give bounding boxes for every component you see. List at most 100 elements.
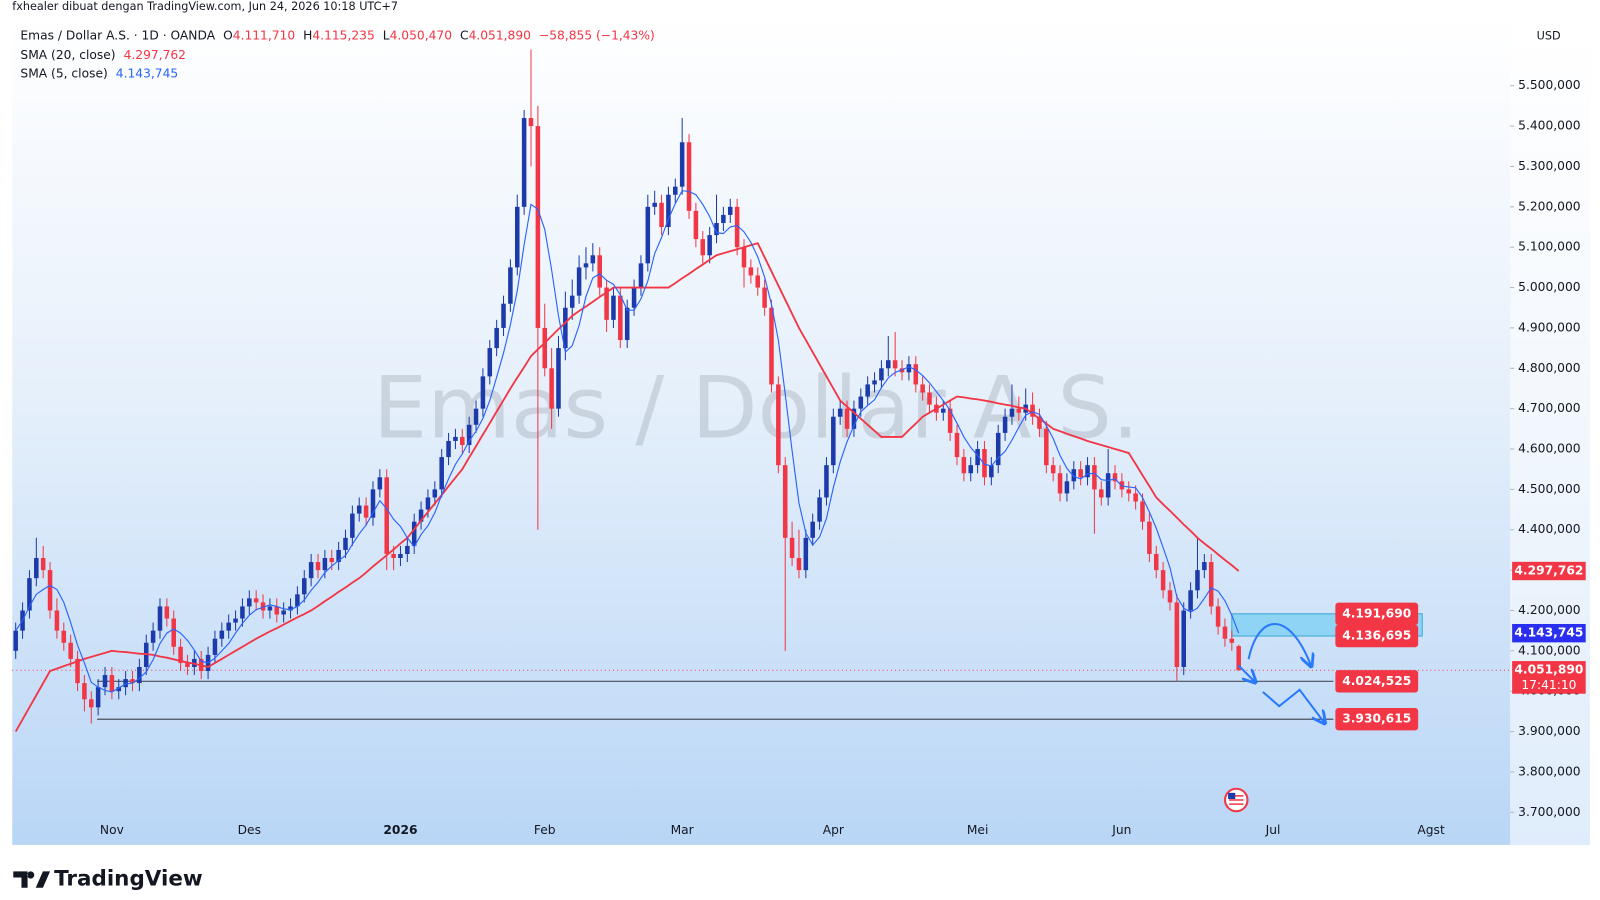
legend-name: SMA (5, close) bbox=[20, 66, 107, 80]
legend-name: SMA (20, close) bbox=[20, 48, 115, 62]
candle-body bbox=[631, 287, 637, 308]
logo-text: TradingView bbox=[54, 867, 203, 892]
candle-body bbox=[892, 360, 898, 369]
x-tick-label: Mar bbox=[671, 823, 695, 837]
candle-body bbox=[954, 432, 960, 458]
y-tick-label: 5.500,000 bbox=[1518, 78, 1580, 92]
candle-body bbox=[913, 364, 919, 385]
candle-body bbox=[734, 206, 740, 248]
y-tick-label: 4.800,000 bbox=[1518, 361, 1580, 375]
candle-body bbox=[872, 380, 877, 385]
candle-body bbox=[281, 610, 286, 615]
candle-body bbox=[247, 598, 252, 607]
candle-body bbox=[240, 606, 245, 619]
candle-body bbox=[1160, 570, 1166, 591]
candle-body bbox=[40, 558, 46, 571]
candle-body bbox=[102, 675, 108, 688]
candle-body bbox=[322, 558, 328, 571]
candle-body bbox=[563, 307, 568, 349]
x-tick-label: Apr bbox=[823, 823, 845, 837]
y-tick-label: 5.300,000 bbox=[1518, 159, 1580, 173]
candle-body bbox=[411, 521, 417, 546]
candle-body bbox=[920, 384, 925, 393]
candle-body bbox=[123, 679, 128, 688]
candle-body bbox=[645, 206, 651, 264]
candle-body bbox=[350, 513, 355, 538]
candle-body bbox=[1030, 404, 1035, 417]
candle-body bbox=[686, 142, 692, 211]
candle-body bbox=[982, 449, 987, 478]
candle-body bbox=[267, 606, 273, 611]
candle-body bbox=[824, 465, 829, 498]
candle-body bbox=[748, 267, 754, 276]
candle-body bbox=[569, 295, 575, 308]
candle-body bbox=[741, 247, 747, 268]
candle-body bbox=[185, 662, 190, 667]
candle-body bbox=[226, 622, 231, 631]
candle-body bbox=[1153, 553, 1159, 571]
candle-body bbox=[1085, 465, 1090, 478]
candle-body bbox=[260, 602, 266, 611]
candle-body bbox=[54, 610, 60, 631]
candle-body bbox=[968, 465, 974, 474]
candle-body bbox=[700, 239, 706, 256]
candle-body bbox=[535, 126, 541, 328]
candle-body bbox=[343, 537, 348, 550]
candle-body bbox=[425, 497, 431, 510]
byline: fxhealer dibuat dengan TradingView.com, … bbox=[12, 0, 398, 13]
candle-body bbox=[82, 683, 87, 700]
candle-body bbox=[480, 376, 486, 409]
x-tick-label: Nov bbox=[100, 823, 124, 837]
candle-body bbox=[315, 562, 321, 571]
logo-mark bbox=[13, 871, 51, 888]
currency-box bbox=[1516, 24, 1584, 49]
ohlc-value: 4.051,890 bbox=[469, 28, 531, 42]
candle-body bbox=[47, 570, 53, 611]
x-tick-label: 2026 bbox=[383, 823, 417, 837]
arrow bbox=[1247, 622, 1311, 665]
candle-body bbox=[405, 545, 410, 554]
candle-body bbox=[1167, 590, 1173, 603]
ohlc-key: O bbox=[223, 28, 233, 42]
x-tick-label: Mei bbox=[967, 823, 989, 837]
sma-line bbox=[15, 190, 1240, 693]
y-tick-label: 4.900,000 bbox=[1518, 320, 1580, 334]
candle-body bbox=[858, 396, 864, 409]
candle-body bbox=[212, 638, 218, 655]
candle-body bbox=[851, 408, 857, 429]
candle-body bbox=[391, 553, 396, 559]
candle-body bbox=[446, 440, 451, 458]
candle-body bbox=[171, 618, 176, 647]
candle-body bbox=[1050, 465, 1056, 474]
y-tick-label: 3.800,000 bbox=[1518, 764, 1580, 778]
candle-body bbox=[1112, 473, 1118, 482]
candle-body bbox=[1002, 416, 1008, 433]
level-tag-label: 4.191,690 bbox=[1342, 606, 1411, 620]
candle-body bbox=[1057, 473, 1063, 494]
candle-body bbox=[109, 675, 115, 692]
candle-body bbox=[652, 202, 657, 207]
candle-body bbox=[810, 521, 815, 538]
candle-body bbox=[583, 263, 589, 268]
y-tick-label: 5.400,000 bbox=[1518, 119, 1580, 133]
candle-body bbox=[288, 606, 293, 611]
candle-body bbox=[906, 364, 912, 373]
candle-body bbox=[1236, 646, 1241, 671]
candle-body bbox=[61, 630, 67, 643]
candle-body bbox=[638, 263, 644, 288]
candle-body bbox=[1208, 562, 1214, 607]
candle-body bbox=[1195, 570, 1200, 591]
candle-body bbox=[762, 287, 767, 308]
flag-icon bbox=[1224, 787, 1249, 813]
candle-body bbox=[1064, 481, 1070, 494]
candle-body bbox=[1078, 469, 1083, 478]
candle-body bbox=[384, 477, 389, 554]
level-tag-label: 3.930,615 bbox=[1342, 712, 1411, 726]
candle-body bbox=[961, 457, 967, 474]
level-tag bbox=[1335, 602, 1419, 626]
candle-body bbox=[116, 687, 122, 692]
candle-body bbox=[398, 553, 403, 559]
chart-background bbox=[12, 16, 1590, 845]
candle-body bbox=[865, 384, 870, 397]
